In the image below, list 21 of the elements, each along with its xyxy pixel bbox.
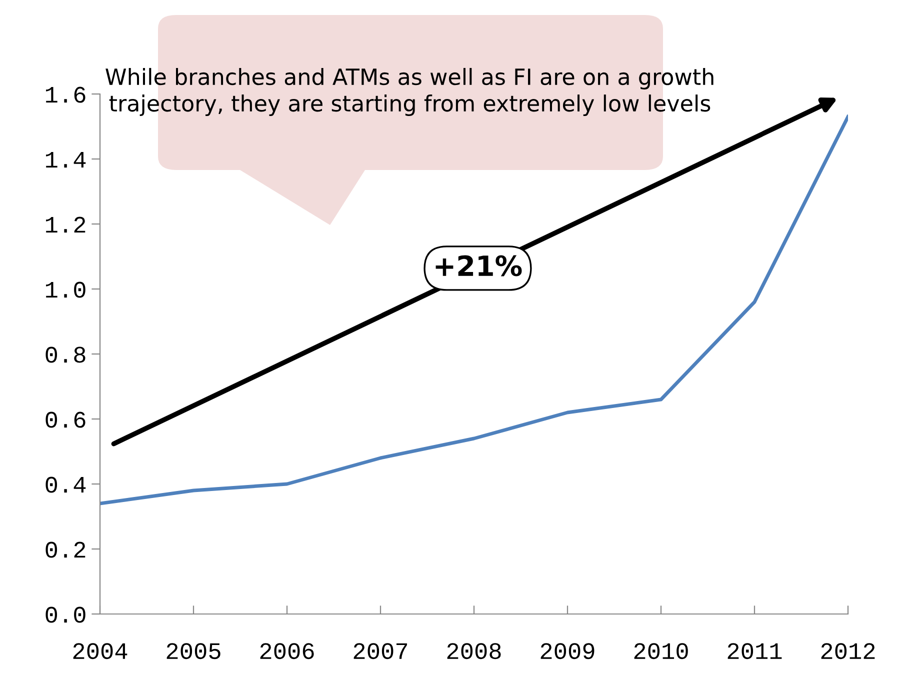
y-tick-label: 1.2: [46, 216, 86, 233]
annotation: +21%: [436, 255, 522, 276]
y-tick-label: 0.2: [46, 542, 86, 558]
y-tick-label: 1.0: [46, 282, 86, 298]
y-tick-label: 0.0: [46, 606, 86, 623]
x-tick-label: 2008: [447, 643, 501, 660]
x-tick-label: 2012: [821, 643, 875, 660]
y-tick-label: 0.4: [46, 476, 86, 493]
line-series: [100, 115, 848, 506]
x-tick-label: 2011: [728, 643, 782, 660]
y-tick-label: 1.6: [46, 86, 86, 103]
x-tick-label: 2005: [166, 643, 220, 660]
annotation: While branches and ATMs as well as FI are on a growth trajectory, they are starting from extremely low levels: [106, 68, 714, 116]
x-tick-label: 2004: [73, 643, 128, 660]
y-tick-label: 0.6: [46, 412, 86, 428]
y-tick-label: 0.8: [46, 346, 86, 363]
x-tick-label: 2007: [354, 643, 407, 660]
x-tick-label: 2009: [540, 643, 594, 660]
x-tick-label: 2006: [260, 643, 314, 660]
x-tick-label: 2010: [634, 643, 688, 660]
y-tick-label: 1.4: [46, 152, 86, 168]
